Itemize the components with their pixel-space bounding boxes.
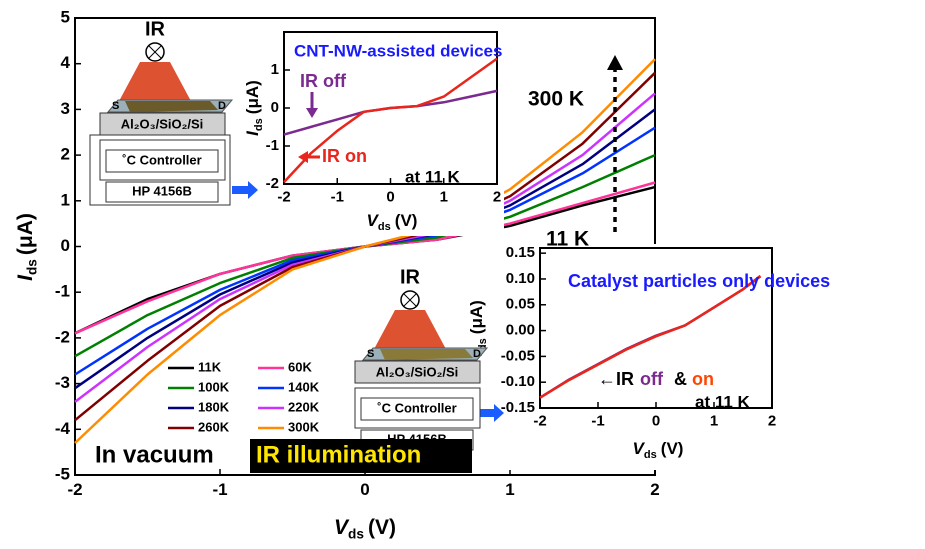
controller-label: ˚C Controller [122,152,201,167]
x-axis-label: Vds(V) [334,516,396,541]
annotation: CNT-NW-assisted devices [294,41,502,60]
annotation: on [692,369,714,389]
y-tick-label: 0 [61,236,70,255]
ir-label: IR [400,266,421,288]
x-tick-label: 0 [360,480,369,499]
y-tick-label: 1 [271,61,279,78]
y-tick-label: -1 [55,282,70,301]
y-tick-label: 0.15 [506,244,535,261]
contact-label: D [473,348,481,360]
y-tick-label: -2 [55,327,70,346]
y-tick-label: 0.05 [506,296,535,313]
x-tick-label: 1 [440,188,448,205]
x-tick-label: 2 [650,480,659,499]
y-tick-label: 3 [61,99,70,118]
axis-subscript: ds [253,118,265,131]
y-tick-label: -3 [55,373,70,392]
device-schematic: IR S D Al₂O₃/SiO₂/Si ˚C Controller HP 41… [90,18,232,205]
y-tick-label: 1 [61,190,70,209]
annotation: at 11 K [405,167,461,186]
x-tick-label: -1 [591,412,604,429]
annotation: at 11 K [695,392,751,411]
axis-unit: (μA) [467,300,486,334]
y-tick-label: -2 [266,175,279,192]
legend-label: 100K [198,379,230,394]
analyzer-label: HP 4156B [132,183,192,198]
annotation: Catalyst particles only devices [568,271,830,291]
x-tick-label: 2 [493,188,501,205]
x-tick-label: 2 [768,412,776,429]
annotation: IR illumination [256,441,421,468]
x-tick-label: 0 [652,412,660,429]
axis-unit: (V) [368,516,396,539]
y-tick-label: 0.10 [506,270,535,287]
y-tick-label: -0.05 [501,347,535,364]
controller-label: ˚C Controller [377,400,456,415]
x-tick-label: -2 [277,188,290,205]
axis-subscript: ds [378,221,391,233]
legend-label: 300K [288,419,320,434]
contact-label: S [112,100,119,112]
contact-label: S [367,348,374,360]
annotation: In vacuum [95,441,214,468]
x-tick-label: 0 [386,188,394,205]
series-label: IR off [300,71,347,91]
layer-label: Al₂O₃/SiO₂/Si [121,116,204,131]
arrow-head [607,55,623,70]
x-tick-label: 1 [710,412,718,429]
y-tick-label: -0.15 [501,399,535,416]
y-tick-label: -5 [55,464,70,483]
y-tick-label: 5 [61,7,70,26]
x-tick-label: -2 [533,412,546,429]
y-tick-label: 0 [271,99,279,116]
y-tick-label: 2 [61,145,70,164]
annotation: off [640,369,664,389]
annotation: 11 K [546,228,589,251]
axis-unit: (V) [395,211,418,230]
annotation: 300 K [528,88,584,111]
figure: -2-1012-5-4-3-2-1012345Vds(V)Ids(μA)11K6… [0,0,925,549]
axis-subscript: ds [24,259,39,275]
series-label: IR on [322,146,367,166]
y-tick-label: -0.10 [501,373,535,390]
y-tick-label: -4 [55,419,71,438]
layer-label: Al₂O₃/SiO₂/Si [376,364,459,379]
axis-subscript: ds [644,449,657,461]
axis-subscript: ds [348,526,364,541]
x-tick-label: -1 [331,188,344,205]
legend-label: 140K [288,379,320,394]
legend-label: 260K [198,419,230,434]
x-tick-label: 1 [505,480,514,499]
x-tick-label: -1 [212,480,227,499]
axis-unit: (μA) [243,80,262,114]
y-tick-label: -1 [266,137,279,154]
axis-unit: (μA) [14,213,37,255]
legend-label: 11K [198,359,222,374]
contact-label: D [218,100,226,112]
device-schematic: IR S D Al₂O₃/SiO₂/Si ˚C Controller HP 41… [355,266,487,450]
y-tick-label: 0.00 [506,322,535,339]
legend-label: 180K [198,399,230,414]
axis-unit: (V) [661,439,684,458]
annotation: ←IR [598,369,634,389]
y-axis-label: Ids(μA) [14,213,39,281]
y-tick-label: 4 [61,53,71,72]
legend-label: 220K [288,399,320,414]
annotation: & [674,369,687,389]
legend-label: 60K [288,359,312,374]
ir-label: IR [145,18,166,40]
